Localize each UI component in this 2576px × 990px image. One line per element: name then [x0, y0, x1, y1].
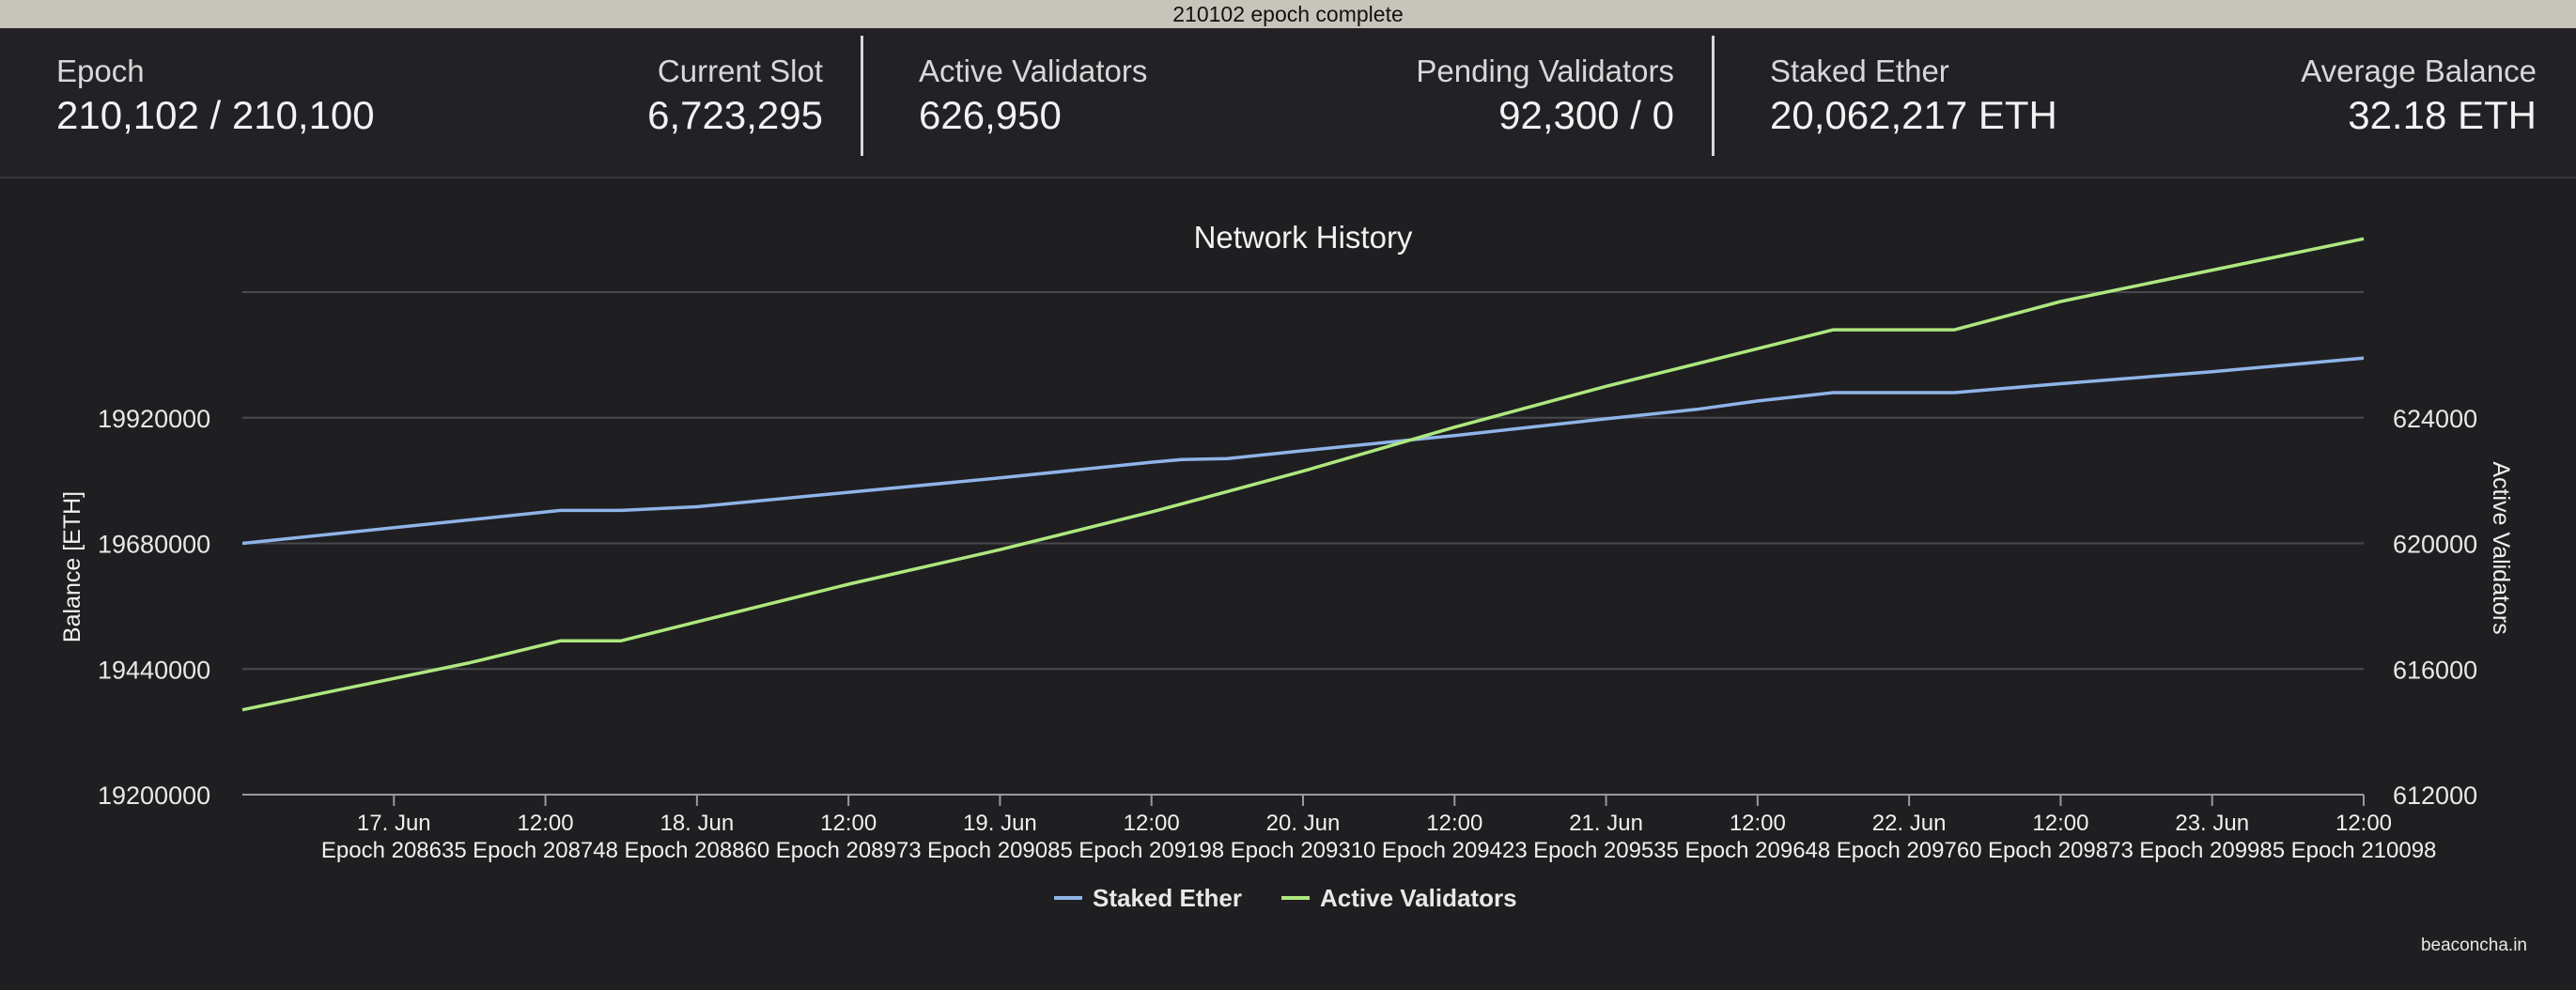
network-history-panel: Network History 19200000 19440000 19680000 1… [0, 178, 2576, 990]
stat-average-balance: Average Balance 32.18 ETH [2301, 53, 2537, 141]
x-tick-epoch-label: Epoch 210098 [2291, 838, 2437, 863]
y-tick-label: 19680000 [98, 531, 210, 559]
stats-group-epoch: Epoch 210,102 / 210,100 Current Slot 6,7… [0, 28, 862, 177]
x-tick-epoch-label: Epoch 209198 [1079, 838, 1224, 863]
x-tick-label: 12:00 [518, 811, 574, 836]
stat-average-balance-label: Average Balance [2301, 54, 2537, 88]
y2-tick-label: 624000 [2393, 405, 2477, 433]
stat-staked-ether-value: 20,062,217 ETH [1770, 93, 2057, 137]
x-tick-label: 12:00 [2335, 811, 2392, 836]
stat-staked-ether-label: Staked Ether [1770, 54, 1949, 88]
window-title: 210102 epoch complete [1172, 2, 1404, 26]
x-tick-label: 12:00 [1426, 811, 1482, 836]
x-tick-label: 12:00 [1124, 811, 1180, 836]
stats-divider [861, 36, 863, 156]
y2-tick-label: 620000 [2393, 531, 2477, 559]
stat-epoch-value: 210,102 / 210,100 [56, 93, 375, 137]
x-tick-label: 22. Jun [1872, 811, 1947, 836]
x-tick-epoch-label: Epoch 208635 [321, 838, 467, 863]
stats-divider [1712, 36, 1715, 156]
x-tick-label: 12:00 [2032, 811, 2088, 836]
x-tick-epoch-label: Epoch 209648 [1684, 838, 1830, 863]
stat-active-validators-label: Active Validators [919, 54, 1148, 88]
stat-active-validators-value: 626,950 [919, 93, 1062, 137]
stat-current-slot: Current Slot 6,723,295 [647, 53, 823, 141]
x-tick-epoch-label: Epoch 208973 [776, 838, 922, 863]
stats-group-ether: Staked Ether 20,062,217 ETH Average Bala… [1714, 28, 2576, 177]
stats-group-validators: Active Validators 626,950 Pending Valida… [862, 28, 1714, 177]
stat-current-slot-label: Current Slot [657, 54, 823, 88]
x-tick-label: 18. Jun [660, 811, 734, 836]
x-tick-epoch-label: Epoch 209760 [1837, 838, 1982, 863]
x-tick-epoch-label: Epoch 208748 [473, 838, 618, 863]
x-tick-epoch-label: Epoch 209873 [1988, 838, 2134, 863]
stat-current-slot-value: 6,723,295 [647, 93, 823, 137]
stat-epoch-label: Epoch [56, 54, 145, 88]
x-tick-epoch-label: Epoch 209535 [1533, 838, 1679, 863]
y2-tick-label: 612000 [2393, 781, 2477, 810]
y-axis-label: Balance [ETH] [59, 491, 85, 642]
x-tick-label: 17. Jun [357, 811, 431, 836]
stats-header: Epoch 210,102 / 210,100 Current Slot 6,7… [0, 28, 2576, 178]
x-tick-label: 12:00 [820, 811, 877, 836]
x-tick-epoch-label: Epoch 209085 [927, 838, 1073, 863]
stat-average-balance-value: 32.18 ETH [2348, 93, 2537, 137]
stat-pending-validators-label: Pending Validators [1416, 54, 1674, 88]
x-tick-label: 20. Jun [1266, 811, 1341, 836]
chart-title: Network History [1194, 220, 1413, 255]
stat-pending-validators: Pending Validators 92,300 / 0 [1416, 53, 1674, 141]
x-tick-label: 21. Jun [1569, 811, 1643, 836]
stat-epoch: Epoch 210,102 / 210,100 [56, 53, 375, 141]
window-title-bar: 210102 epoch complete [0, 0, 2576, 29]
legend-item-label[interactable]: Active Validators [1320, 884, 1517, 912]
y-tick-label: 19920000 [98, 405, 210, 433]
y2-tick-label: 616000 [2393, 656, 2477, 684]
x-tick-label: 23. Jun [2175, 811, 2249, 836]
credit-link[interactable]: beaconcha.in [2420, 936, 2527, 955]
y-tick-label: 19440000 [98, 656, 210, 684]
x-tick-epoch-label: Epoch 208860 [624, 838, 769, 863]
x-tick-epoch-label: Epoch 209985 [2139, 838, 2285, 863]
stat-active-validators: Active Validators 626,950 [919, 53, 1147, 141]
series-line-staked-ether [241, 356, 2365, 546]
x-tick-epoch-label: Epoch 209310 [1231, 838, 1376, 863]
y2-axis-label: Active Validators [2488, 461, 2514, 634]
y-tick-label: 19200000 [98, 781, 210, 810]
stat-staked-ether: Staked Ether 20,062,217 ETH [1770, 53, 2057, 141]
network-history-chart[interactable]: Network History 19200000 19440000 19680000 1… [0, 178, 2576, 990]
stat-pending-validators-value: 92,300 / 0 [1498, 93, 1674, 137]
series-line-active-validators [241, 237, 2365, 712]
legend-item-label[interactable]: Staked Ether [1093, 884, 1242, 912]
x-tick-label: 12:00 [1730, 811, 1786, 836]
x-tick-epoch-label: Epoch 209423 [1382, 838, 1528, 863]
x-tick-label: 19. Jun [963, 811, 1037, 836]
